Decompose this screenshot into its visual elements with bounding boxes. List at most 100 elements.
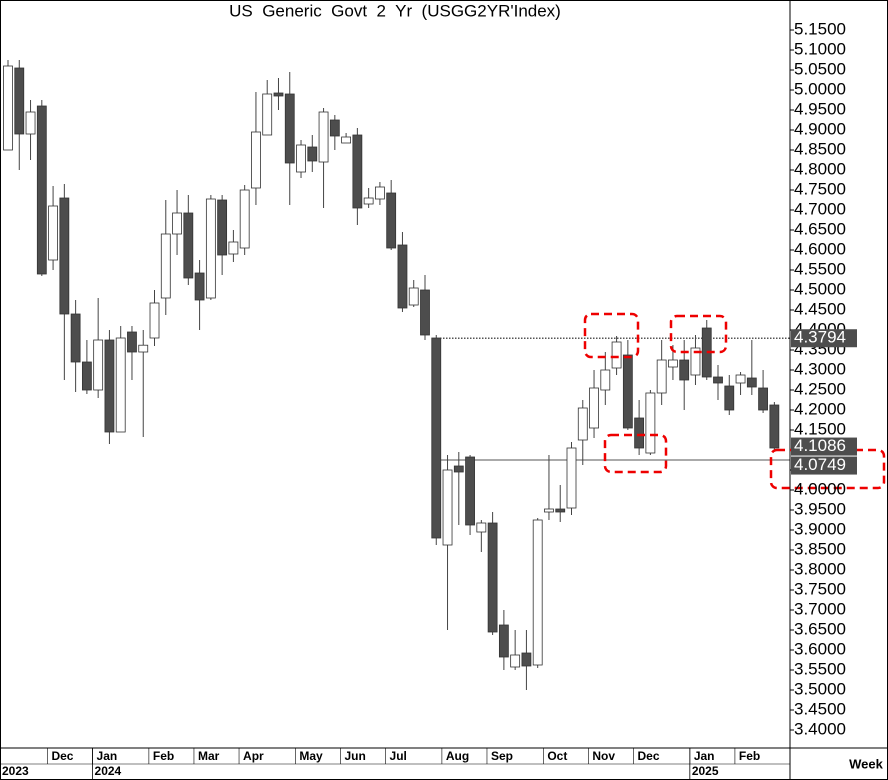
candle-body: [735, 374, 746, 384]
candle-body: [600, 369, 611, 391]
x-tick-label: Dec: [51, 749, 73, 763]
candle-body: [724, 385, 735, 411]
price-label: 4.0749: [794, 455, 846, 474]
y-tick-label: 3.7500: [794, 579, 846, 598]
price-label: 4.1086: [794, 436, 846, 455]
candle-body: [59, 197, 70, 315]
candle-body: [329, 119, 340, 137]
candle-body: [341, 136, 352, 144]
x-tick-label: Apr: [243, 749, 264, 763]
x-tick-label: Feb: [153, 749, 174, 763]
x-tick-label: Nov: [592, 749, 615, 763]
candle-body: [172, 212, 182, 235]
candle-body: [746, 377, 757, 388]
candle-body: [115, 337, 126, 433]
price-label: 4.3794: [794, 328, 846, 347]
annotation-box: [769, 448, 886, 490]
candle-body: [160, 233, 171, 299]
candle-body: [138, 344, 149, 353]
candle-body: [104, 339, 115, 433]
candle-body: [465, 456, 475, 526]
candle-body: [487, 522, 498, 633]
candle-body: [476, 522, 487, 533]
candle-body: [228, 241, 239, 255]
candle-body: [566, 447, 577, 509]
candle-body: [690, 347, 701, 376]
y-tick-label: 3.5000: [794, 679, 846, 698]
candle-body: [431, 337, 442, 539]
annotation-box: [583, 312, 640, 359]
y-tick-label: 3.9500: [794, 499, 846, 518]
candle-body: [397, 244, 408, 309]
candle-body: [307, 146, 318, 162]
price-label-box: [791, 329, 857, 348]
candle-body: [14, 67, 25, 135]
x-tick-label: Mar: [198, 749, 220, 763]
y-tick-label: 4.6500: [794, 219, 846, 238]
y-tick-label: 4.6000: [794, 239, 846, 258]
price-label-box: [791, 437, 857, 456]
candle-body: [81, 361, 92, 391]
y-tick-label: 3.9000: [794, 519, 846, 538]
x-tick-label: Dec: [637, 749, 659, 763]
candle-body: [577, 407, 588, 441]
y-tick-label: 3.6000: [794, 639, 846, 658]
candle-body: [318, 111, 329, 163]
price-label-box: [791, 456, 857, 475]
candle-body: [183, 212, 194, 279]
candle-body: [510, 654, 521, 668]
y-tick-label: 4.3000: [794, 359, 846, 378]
annotation-box: [603, 433, 668, 474]
candle-body: [251, 131, 261, 189]
candle-body: [656, 359, 667, 394]
candle-body: [769, 404, 780, 449]
x-tick-label: Sep: [491, 749, 513, 763]
y-tick-label: 4.5000: [794, 279, 846, 298]
candle-body: [262, 93, 273, 136]
x-axis-label: Week: [849, 756, 883, 771]
candle-body: [544, 508, 554, 513]
annotation-box: [669, 314, 728, 354]
candle-body: [194, 272, 205, 301]
candle-body: [48, 205, 58, 261]
candle-body: [634, 417, 645, 449]
y-tick-label: 3.8000: [794, 559, 846, 578]
y-tick-label: 4.1500: [794, 419, 846, 438]
candle-body: [532, 519, 543, 666]
y-tick-label: 4.0000: [794, 479, 846, 498]
y-tick-label: 4.9000: [794, 119, 846, 138]
x-tick-label: Jan: [694, 749, 715, 763]
y-tick-label: 3.4500: [794, 699, 846, 718]
candle-body: [127, 331, 137, 353]
candle-body: [239, 189, 250, 249]
y-tick-label: 4.4500: [794, 299, 846, 318]
y-tick-label: 5.0000: [794, 79, 846, 98]
y-tick-label: 4.5500: [794, 259, 846, 278]
x-tick-label: Jun: [344, 749, 365, 763]
y-tick-label: 4.7500: [794, 179, 846, 198]
x-tick-label: Feb: [739, 749, 760, 763]
candle-body: [420, 289, 430, 336]
x-tick-label: Oct: [547, 749, 567, 763]
candle-body: [622, 354, 633, 429]
chart-title: US Generic Govt 2 Yr (USGG2YR'Index): [229, 1, 561, 20]
y-tick-label: 3.6500: [794, 619, 846, 638]
x-tick-label: May: [299, 749, 323, 763]
y-tick-label: 4.8500: [794, 139, 846, 158]
y-tick-label: 5.1000: [794, 39, 846, 58]
candle-body: [352, 134, 363, 209]
y-tick-label: 4.9500: [794, 99, 846, 118]
y-tick-label: 4.2000: [794, 399, 846, 418]
x-tick-label: Jan: [97, 749, 118, 763]
candle-body: [758, 387, 768, 411]
candle-body: [363, 197, 374, 205]
candle-body: [408, 287, 419, 306]
x-tick-label: Aug: [446, 749, 469, 763]
year-label: 2023: [2, 764, 29, 778]
y-tick-label: 4.8000: [794, 159, 846, 178]
y-tick-label: 4.2500: [794, 379, 846, 398]
year-label: 2024: [95, 764, 122, 778]
candle-body: [149, 302, 160, 339]
